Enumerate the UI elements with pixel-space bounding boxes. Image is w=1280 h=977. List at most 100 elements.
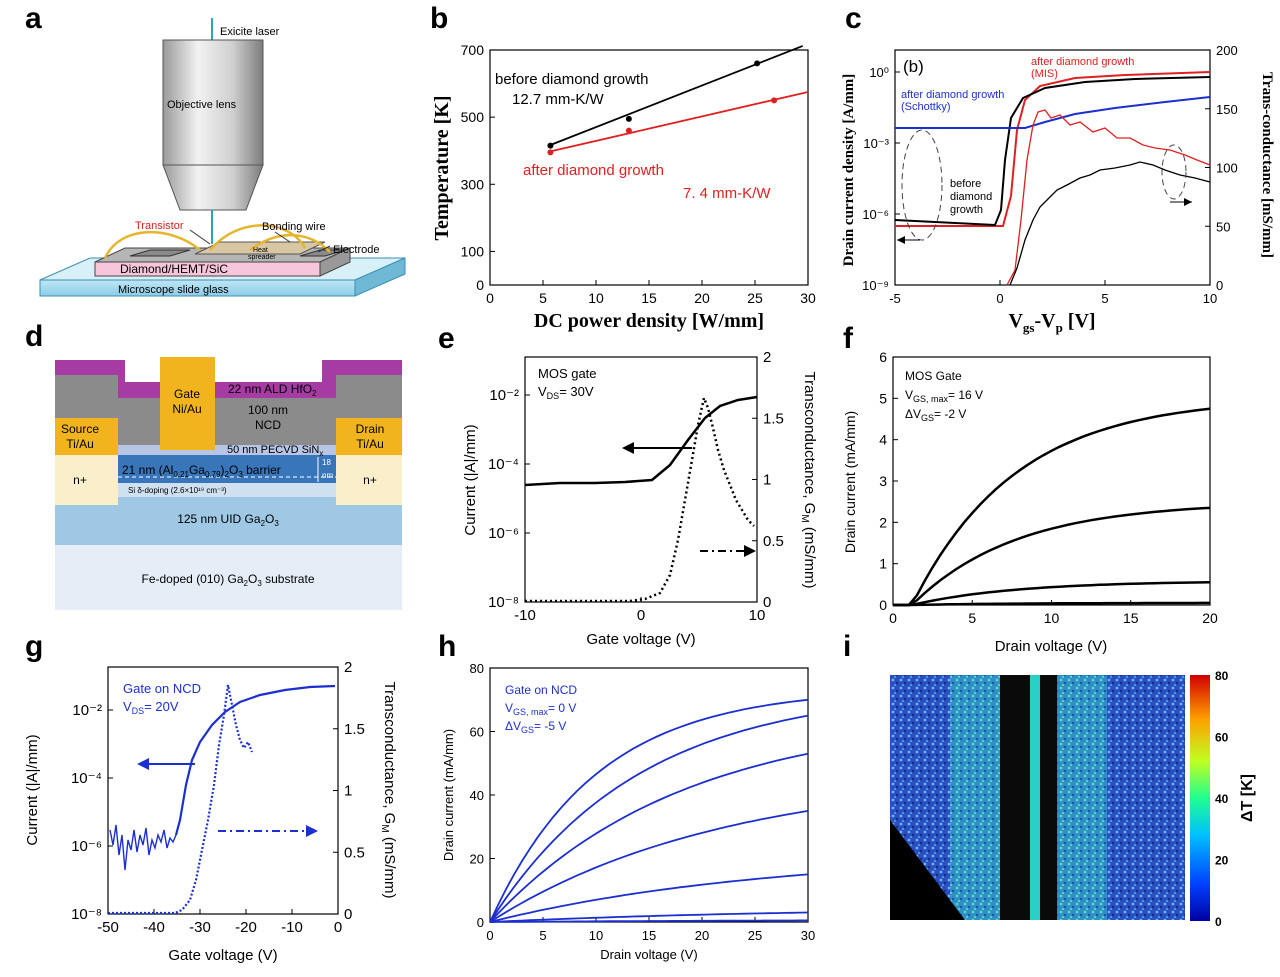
f-ytick-label: 3 (879, 473, 887, 489)
c-ytick-label: 10⁻³ (863, 136, 889, 151)
label-chip: Diamond/HEMT/SiC (120, 262, 228, 276)
b-fit-line-0 (550, 45, 804, 146)
e-gm-curve (525, 393, 755, 603)
gate-contact (160, 357, 215, 450)
panel-i: i (835, 630, 1280, 977)
panel-d: d Gate Ni/Au 22 nm ALD HfO2 100 nm NCD 5… (0, 320, 420, 615)
c2-ytick-label: 0 (1216, 278, 1223, 293)
label-heat: Heat (253, 247, 268, 254)
g-xtick-label: -30 (189, 919, 211, 936)
label-transistor: Transistor (135, 220, 184, 232)
c2-ytick-label: 50 (1216, 219, 1230, 234)
c-y2label: Trans-conductance [mS/mm] (1259, 72, 1275, 258)
panel-h: h 0 5 10 15 20 25 30 0 20 40 60 80 Gate on NCD VGS,… (420, 630, 840, 977)
h-curve-4 (489, 873, 809, 923)
g2-ytick-label: 0 (344, 906, 352, 923)
g-xtick-label: -40 (143, 919, 165, 936)
g-ylabel: Current (|A|/mm) (24, 734, 41, 845)
label-electrode: Electrode (333, 244, 379, 256)
colorbar (1190, 675, 1210, 921)
panel-a: a Exicite laser (0, 0, 420, 315)
d-uid: 125 nm UID Ga2O3 (177, 512, 279, 528)
b-ytick-label: 100 (461, 243, 485, 259)
b-xtick-label: 5 (539, 290, 547, 306)
layer-nplus-left (55, 455, 118, 505)
d-thickness-nm: nm (322, 471, 333, 480)
objective-lens-tip (162, 164, 264, 211)
c-xtick-label: -5 (889, 291, 901, 306)
h-curve-1 (489, 714, 809, 923)
c-right-ellipse (1161, 144, 1187, 200)
thermal-map: 0 20 40 60 80 ΔT [K] (890, 669, 1256, 929)
drain-contact (336, 418, 402, 455)
g-ytick-label: 10⁻⁴ (71, 770, 102, 787)
d-ncd-1: 100 nm (248, 403, 288, 417)
h-curve-5 (489, 911, 809, 923)
b-point-0-1 (625, 115, 632, 122)
panel-f: f 0 5 10 15 20 0 1 2 3 4 5 6 MOS Gate VGS, max= 16 … (835, 320, 1280, 655)
d-thickness-18: 18 (322, 458, 331, 467)
b-xlabel: DC power density [W/mm] (534, 310, 764, 332)
e-xtick-label: 0 (637, 607, 645, 624)
c-xtick-label: 0 (996, 291, 1003, 306)
c-black-gm-curve (1009, 161, 1211, 286)
b-ylabel: Temperature [K] (431, 96, 453, 241)
g2-ytick-label: 1 (344, 783, 352, 800)
e-current-curve (524, 395, 758, 487)
d-sin: 50 nm PECVD SiNx (227, 444, 323, 458)
g-xtick-label: 0 (334, 919, 342, 936)
b-point-0-2 (754, 60, 761, 67)
source-contact (55, 418, 118, 455)
f-ytick-label: 6 (879, 349, 887, 365)
b-point-1-2 (771, 97, 778, 104)
i-colorbar-tick: 80 (1215, 669, 1229, 683)
f-ylabel: Drain current (mA/mm) (842, 411, 858, 553)
f-xtick-label: 10 (1044, 610, 1060, 626)
c-ytick-label: 10⁻⁶ (862, 207, 889, 222)
d-doping: Si δ-doping (2.6×10¹⁹ cm⁻³) (128, 486, 227, 495)
d-ncd-2: NCD (255, 418, 281, 432)
e-note-2: VDS= 30V (538, 384, 594, 401)
g-current-curve (174, 684, 336, 836)
e-xlabel: Gate voltage (V) (586, 631, 695, 648)
f-curve-0 (893, 407, 1211, 607)
label-slide: Microscope slide glass (118, 284, 229, 296)
d-nplus-right: n+ (363, 473, 377, 487)
c-mis-current-curve (895, 71, 1211, 227)
b-xtick-label: 25 (747, 290, 763, 306)
e-y2label: Transconductance, GM (mS/mm) (799, 371, 818, 588)
c-schottky-label-1: after diamond growth (901, 89, 1004, 101)
h-xtick-label: 25 (748, 928, 762, 943)
panel-label-b: b (430, 2, 449, 35)
e-ytick-label: 10⁻² (489, 387, 519, 404)
c2-ytick-label: 150 (1216, 102, 1238, 117)
g-ytick-label: 10⁻⁸ (71, 906, 102, 923)
i-colorbar-tick: 0 (1215, 915, 1222, 929)
b-point-1-0 (547, 149, 554, 156)
d-source-1: Source (61, 422, 99, 436)
c-before-label-1: before (950, 178, 981, 190)
g-xlabel: Gate voltage (V) (168, 947, 277, 964)
panel-g: g -50 -40 -30 -20 -10 0 10⁻⁸ 10⁻⁶ 10⁻⁴ 10⁻² 0 0.5 1 1… (0, 630, 420, 977)
c2-ytick-label: 200 (1216, 43, 1238, 58)
c-red-gm-curve (1006, 109, 1211, 286)
chart-h: 0 5 10 15 20 25 30 0 20 40 60 80 Gate on NCD VGS, m… (441, 661, 815, 962)
d-gate-1: Gate (174, 387, 200, 401)
h-ytick-label: 40 (470, 788, 484, 803)
e2-ytick-label: 2 (763, 349, 771, 366)
d-nplus-left: n+ (73, 473, 87, 487)
b-xtick-label: 0 (486, 290, 494, 306)
f-ytick-label: 4 (879, 432, 887, 448)
plot-frame-c (894, 49, 1211, 286)
d-drain-2: Ti/Au (356, 437, 384, 451)
i-colorbar-tick: 20 (1215, 854, 1229, 868)
h-xtick-label: 5 (539, 928, 546, 943)
chart-c: -5 0 5 10 10⁻⁹ 10⁻⁶ 10⁻³ 10⁰ 0 50 100 150 200 (b) af… (841, 43, 1275, 335)
d-drain-1: Drain (356, 422, 385, 436)
b-ytick-label: 700 (461, 42, 485, 58)
b-after-k: 7. 4 mm-K/W (683, 185, 771, 202)
e-ytick-label: 10⁻⁶ (488, 525, 519, 542)
layer-substrate (55, 545, 402, 610)
h-curve-3 (489, 810, 809, 923)
